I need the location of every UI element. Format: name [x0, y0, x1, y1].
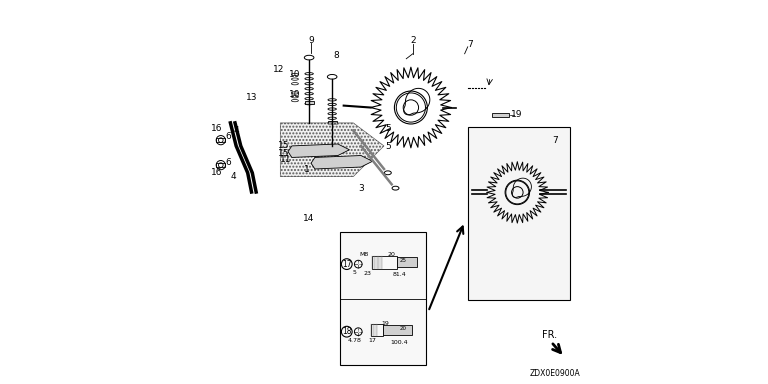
Bar — [492, 113, 508, 117]
Text: ZDX0E0900A: ZDX0E0900A — [529, 369, 581, 378]
Polygon shape — [288, 144, 349, 157]
Text: 19: 19 — [381, 321, 389, 326]
Text: 2: 2 — [410, 36, 415, 45]
Bar — [327, 121, 336, 124]
Text: 6: 6 — [226, 132, 231, 141]
Text: 8: 8 — [333, 51, 339, 60]
Bar — [217, 138, 226, 142]
Bar — [371, 324, 382, 336]
Text: 1: 1 — [304, 165, 310, 174]
Text: 10: 10 — [290, 89, 300, 99]
Text: 4.78: 4.78 — [347, 338, 362, 343]
Text: M8: M8 — [359, 252, 369, 257]
Text: 15: 15 — [279, 149, 290, 158]
Text: 20: 20 — [388, 252, 396, 257]
Text: 16: 16 — [211, 124, 223, 133]
Text: 11: 11 — [280, 155, 292, 164]
Bar — [217, 163, 226, 167]
Bar — [339, 232, 426, 365]
Text: 100.4: 100.4 — [391, 340, 408, 345]
Bar — [468, 127, 570, 300]
Polygon shape — [280, 123, 384, 177]
Text: 23: 23 — [363, 271, 372, 276]
Text: 16: 16 — [211, 167, 223, 177]
Text: 4: 4 — [233, 126, 239, 135]
Text: 4: 4 — [230, 172, 236, 181]
Bar — [398, 257, 416, 267]
Text: 7: 7 — [552, 136, 558, 145]
Text: 17: 17 — [369, 338, 376, 343]
Text: 14: 14 — [303, 214, 315, 223]
Text: 20: 20 — [399, 326, 407, 331]
Text: 81.4: 81.4 — [392, 272, 406, 277]
Text: FR.: FR. — [541, 330, 557, 340]
Text: 18: 18 — [342, 327, 352, 336]
Text: 15: 15 — [279, 141, 290, 151]
Text: 3: 3 — [358, 184, 364, 193]
Bar — [372, 256, 398, 269]
Text: 17: 17 — [342, 260, 352, 269]
Bar — [304, 101, 313, 104]
Text: 12: 12 — [273, 65, 284, 74]
Text: 5: 5 — [353, 270, 356, 275]
Text: 10: 10 — [290, 70, 300, 79]
Text: 13: 13 — [246, 93, 257, 103]
Text: 9: 9 — [308, 36, 314, 45]
Text: 5: 5 — [385, 124, 391, 133]
Text: 6: 6 — [226, 157, 231, 167]
Text: 19: 19 — [511, 110, 522, 119]
Text: 25: 25 — [399, 258, 407, 263]
Text: 5: 5 — [385, 142, 391, 151]
Text: 7: 7 — [468, 40, 473, 49]
Bar — [382, 325, 412, 335]
Polygon shape — [311, 156, 372, 169]
